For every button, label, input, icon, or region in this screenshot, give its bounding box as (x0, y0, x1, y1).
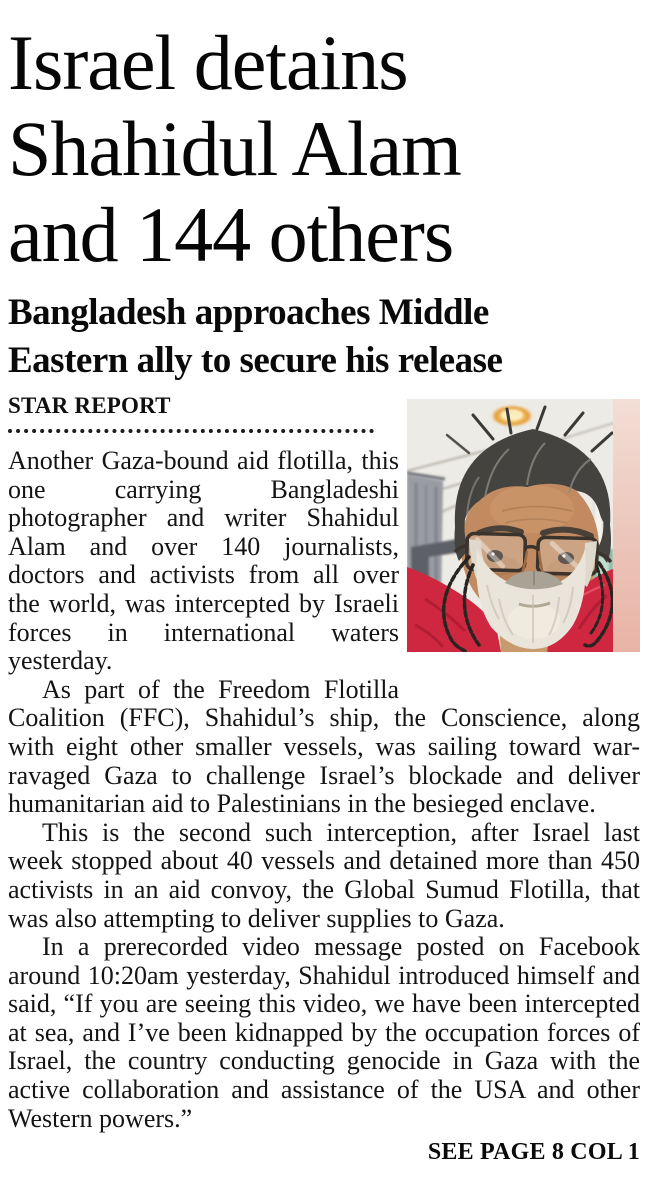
headline-line: Shahidul Alam (8, 105, 462, 192)
newspaper-clipping: Israel detains Shahidul Alam and 144 oth… (0, 20, 649, 1165)
body-paragraph: This is the second such interception, af… (8, 817, 640, 933)
body-paragraph: Another Gaza-bound aid flotilla, this on… (8, 446, 399, 676)
dotted-divider (8, 429, 374, 433)
subheadline: Bangladesh approaches Middle Eastern all… (8, 289, 640, 385)
portrait-photo (407, 399, 640, 652)
subheadline-line: Bangladesh approaches Middle (8, 292, 489, 333)
headline-line: and 144 others (8, 191, 454, 278)
body-paragraph: As part of the Freedom Flotilla Coalitio… (8, 674, 640, 819)
body-paragraph: In a prerecorded video message posted on… (8, 932, 640, 1133)
subheadline-line: Eastern ally to secure his release (8, 340, 503, 381)
portrait-photo-illustration (407, 399, 640, 652)
byline: STAR REPORT (8, 393, 171, 418)
headline: Israel detains Shahidul Alam and 144 oth… (8, 20, 640, 278)
continuation-note: SEE PAGE 8 COL 1 (427, 1139, 640, 1166)
headline-line: Israel detains (8, 19, 409, 106)
